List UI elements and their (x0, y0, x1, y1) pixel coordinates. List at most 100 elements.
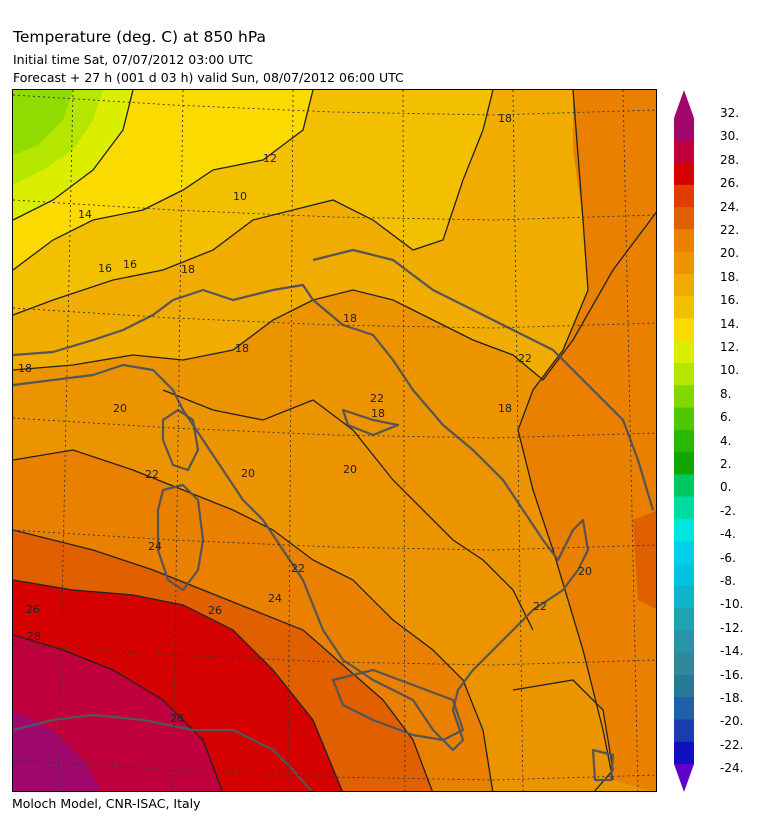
colorbar-label: -22. (720, 737, 744, 752)
colorbar-label: 28. (720, 152, 740, 167)
colorbar-label: 30. (720, 129, 740, 144)
colorbar-label: 0. (720, 480, 732, 495)
contour-label: 20 (241, 467, 255, 480)
contour-label: 18 (235, 342, 249, 355)
band-20-south-blob (503, 680, 613, 791)
colorbar-label: -16. (720, 667, 744, 682)
colorbar-cell (674, 563, 694, 587)
colorbar-cell (674, 385, 694, 409)
chart-title: Temperature (deg. C) at 850 hPa (13, 28, 267, 46)
contour-label: 10 (233, 190, 247, 203)
contour-label: 12 (263, 152, 277, 165)
contour-label: 16 (123, 258, 137, 271)
colorbar-label: 18. (720, 269, 740, 284)
colorbar-cell (674, 585, 694, 609)
colorbar-cell (674, 118, 694, 141)
colorbar-label: 16. (720, 293, 740, 308)
colorbar-label: -2. (720, 503, 736, 518)
colorbar-label: -4. (720, 527, 736, 542)
contour-label: 18 (181, 263, 195, 276)
colorbar-cell (674, 273, 694, 297)
colorbar-label: -18. (720, 691, 744, 705)
colorbar-label: -10. (720, 597, 744, 612)
colorbar-label: 32. (720, 106, 740, 120)
colorbar-cell (674, 719, 694, 743)
colorbar-top-arrow (674, 90, 694, 118)
colorbar-label: 12. (720, 340, 740, 354)
contour-label: 18 (18, 362, 32, 375)
contour-label: 24 (268, 592, 282, 605)
colorbar-cell (674, 496, 694, 520)
contour-label: 28 (27, 630, 41, 643)
colorbar-label: 24. (720, 199, 740, 214)
colorbar-label: 10. (720, 363, 740, 378)
contour-label: 20 (578, 565, 592, 578)
colorbar-label: 14. (720, 316, 740, 331)
colorbar-label: 4. (720, 433, 732, 448)
contour-label: 20 (343, 463, 357, 476)
colorbar-cell (674, 541, 694, 565)
band-24-east-blob (633, 510, 656, 609)
colorbar-bottom-arrow (674, 764, 694, 792)
colorbar-cell (674, 318, 694, 342)
colorbar-cell (674, 140, 694, 164)
colorbar-label: -6. (720, 550, 736, 565)
contour-label: 18 (498, 402, 512, 415)
band-8 (13, 90, 73, 155)
colorbar-cell (674, 652, 694, 676)
colorbar-label: 8. (720, 386, 732, 401)
colorbar-cell (674, 251, 694, 275)
initial-time: Initial time Sat, 07/07/2012 03:00 UTC (13, 52, 254, 67)
colorbar-label: 6. (720, 410, 732, 425)
colorbar-cell (674, 429, 694, 453)
colorbar-cell (674, 630, 694, 654)
colorbar-cell (674, 162, 694, 186)
colorbar-label: 22. (720, 223, 740, 237)
contour-label: 22 (145, 468, 159, 481)
colorbar-label: 2. (720, 457, 732, 471)
colorbar-cell (674, 229, 694, 253)
colorbar-label: 26. (720, 176, 740, 191)
contour-label: 14 (78, 208, 92, 221)
colorbar-cell (674, 741, 694, 765)
contour-label: 22 (370, 392, 384, 405)
colorbar-cell (674, 474, 694, 498)
graticule (13, 90, 656, 791)
colorbar-cell (674, 207, 694, 230)
contour-label: 22 (518, 352, 532, 365)
colorbar-label: -8. (720, 574, 736, 588)
colorbar-cell (674, 340, 694, 364)
colorbar-cell (674, 674, 694, 698)
contour-label: 26 (208, 604, 222, 617)
contour-label: 28 (170, 712, 184, 725)
colorbar-cell (674, 184, 694, 208)
colorbar-label: -24. (720, 761, 744, 776)
colorbar-cell (674, 518, 694, 542)
colorbar-cell (674, 608, 694, 631)
contour-label: 18 (498, 112, 512, 125)
colorbar-cell (674, 697, 694, 720)
contour-label: 18 (343, 312, 357, 325)
contour-label: 24 (148, 540, 162, 553)
model-credit: Moloch Model, CNR-ISAC, Italy (12, 796, 201, 811)
contour-label: 20 (113, 402, 127, 415)
temperature-map: 18 12 10 14 16 16 18 18 18 18 18 22 20 2… (12, 89, 657, 792)
colorbar-cell (674, 296, 694, 319)
contour-label: 16 (98, 262, 112, 275)
coastlines (13, 248, 655, 791)
colorbar (670, 88, 760, 796)
forecast-valid-time: Forecast + 27 h (001 d 03 h) valid Sun, … (13, 70, 404, 85)
contour-label: 22 (533, 600, 547, 613)
band-30 (13, 710, 102, 791)
colorbar-cell (674, 452, 694, 475)
colorbar-label: -14. (720, 644, 744, 659)
colorbar-label: -20. (720, 714, 744, 729)
contour-label: 18 (371, 407, 385, 420)
contour-label: 22 (291, 562, 305, 575)
colorbar-label: 20. (720, 246, 740, 261)
band-22-east (518, 90, 656, 791)
colorbar-label: -12. (720, 620, 744, 635)
contour-label: 26 (26, 603, 40, 616)
colorbar-cell (674, 363, 694, 386)
colorbar-cells (674, 118, 694, 765)
